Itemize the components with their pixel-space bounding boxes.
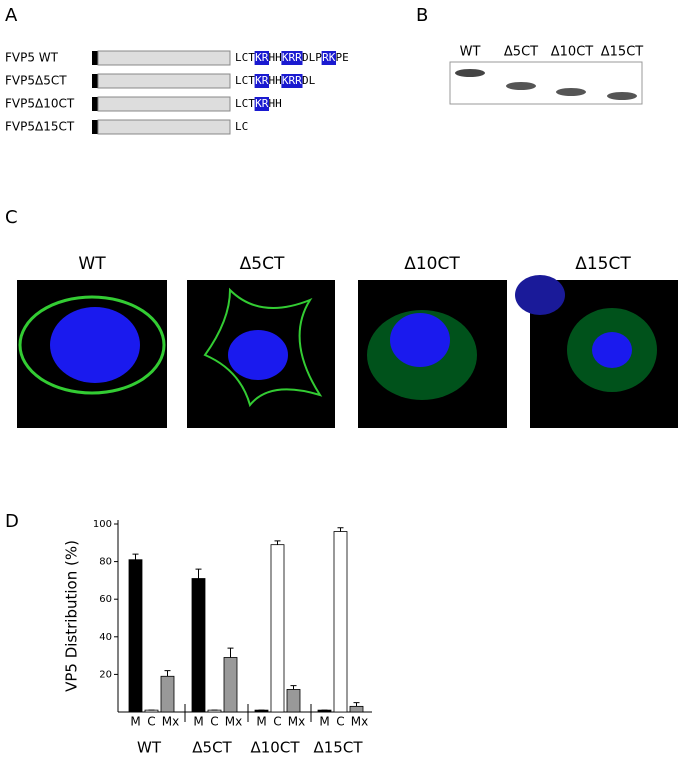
- sub-label: Mx: [225, 715, 242, 729]
- gel-band: [506, 82, 536, 90]
- sub-label: M: [193, 715, 203, 729]
- panel-letter: C: [5, 207, 18, 228]
- sequence: PE: [336, 51, 349, 64]
- bar: [286, 689, 301, 713]
- sub-label: M: [130, 715, 140, 729]
- highlight: [254, 97, 269, 111]
- error-bar: [195, 568, 202, 579]
- y-tick-label: 80: [99, 557, 112, 568]
- membrane: [18, 295, 166, 395]
- construct-label: FVP5Δ15CT: [5, 120, 75, 134]
- bar: [349, 705, 364, 713]
- sub-label: C: [336, 715, 344, 729]
- bar: [160, 675, 175, 713]
- construct-label: FVP5Δ5CT: [5, 74, 67, 88]
- image-label: WT: [78, 254, 106, 274]
- panel-letter: D: [5, 511, 19, 532]
- x-group-label: Δ15CT: [314, 739, 364, 757]
- sub-label: Mx: [288, 715, 305, 729]
- image-label: Δ15CT: [575, 254, 631, 274]
- sequence: LCT: [235, 74, 255, 87]
- sub-label: M: [319, 715, 329, 729]
- sequence: LCT: [235, 51, 255, 64]
- sequence: KR: [255, 74, 269, 87]
- sub-label: C: [147, 715, 155, 729]
- construct-tag: [92, 97, 98, 111]
- sub-label: Mx: [162, 715, 179, 729]
- sequence: DLP: [302, 51, 322, 64]
- bar: [223, 657, 238, 713]
- lane-label: WT: [460, 45, 481, 60]
- sequence: LCT: [235, 97, 255, 110]
- sequence: DL: [302, 74, 316, 87]
- error-bar: [337, 527, 344, 532]
- panel-letter: A: [5, 5, 18, 26]
- construct-label: FVP5 WT: [5, 51, 59, 65]
- sub-label: Mx: [351, 715, 368, 729]
- nucleus: [515, 275, 565, 315]
- sequence: KRR: [282, 51, 302, 64]
- micrograph: [17, 275, 678, 428]
- sequence: LC: [235, 120, 248, 133]
- sequence: HH: [269, 51, 282, 64]
- sequence: KRR: [282, 74, 302, 87]
- x-group-label: Δ5CT: [192, 739, 232, 757]
- error-bar: [164, 670, 171, 677]
- sequence: KR: [255, 51, 269, 64]
- highlight: [281, 51, 303, 65]
- construct-body: [97, 50, 231, 66]
- error-bar: [132, 553, 139, 560]
- x-group-label: Δ10CT: [251, 739, 301, 757]
- y-axis-label: VP5 Distribution (%): [63, 540, 81, 692]
- sequence: HH: [269, 97, 282, 110]
- sub-label: M: [256, 715, 266, 729]
- y-tick-label: 40: [99, 632, 112, 643]
- bar: [191, 578, 206, 713]
- error-bar: [274, 540, 281, 545]
- nucleus: [390, 313, 450, 367]
- y-tick-label: 100: [93, 519, 112, 530]
- nucleus: [50, 307, 140, 383]
- error-bar: [290, 685, 297, 690]
- error-bar: [227, 647, 234, 658]
- lane-label: Δ5CT: [504, 45, 538, 60]
- bar: [333, 531, 348, 713]
- y-tick-label: 60: [99, 594, 112, 605]
- image-label: Δ5CT: [240, 254, 285, 274]
- x-group-label: WT: [137, 739, 162, 757]
- image-label: Δ10CT: [404, 254, 460, 274]
- sequence: RK: [322, 51, 336, 64]
- sequence: HH: [269, 74, 282, 87]
- bar: [270, 544, 285, 713]
- sub-label: C: [210, 715, 218, 729]
- panel-letter: B: [416, 5, 428, 26]
- bar: [128, 559, 143, 713]
- construct-tag: [92, 74, 98, 88]
- construct-body: [97, 119, 231, 135]
- construct-label: FVP5Δ10CT: [5, 97, 75, 111]
- construct-tag: [92, 51, 98, 65]
- construct-tag: [92, 120, 98, 134]
- highlight: [254, 74, 269, 88]
- highlight: [254, 51, 269, 65]
- gel-band: [556, 88, 586, 96]
- error-bar: [353, 702, 360, 707]
- gel-band: [455, 69, 485, 77]
- y-tick-label: 20: [99, 669, 112, 680]
- construct-body: [97, 73, 231, 89]
- membrane: [203, 287, 323, 408]
- nucleus: [228, 330, 288, 380]
- highlight: [321, 51, 336, 65]
- lane-label: Δ15CT: [601, 45, 644, 60]
- highlight: [281, 74, 303, 88]
- construct-body: [97, 96, 231, 112]
- sub-label: C: [273, 715, 281, 729]
- gel-band: [607, 92, 637, 100]
- sequence: KR: [255, 97, 269, 110]
- lane-label: Δ10CT: [551, 45, 594, 60]
- nucleus: [592, 332, 632, 368]
